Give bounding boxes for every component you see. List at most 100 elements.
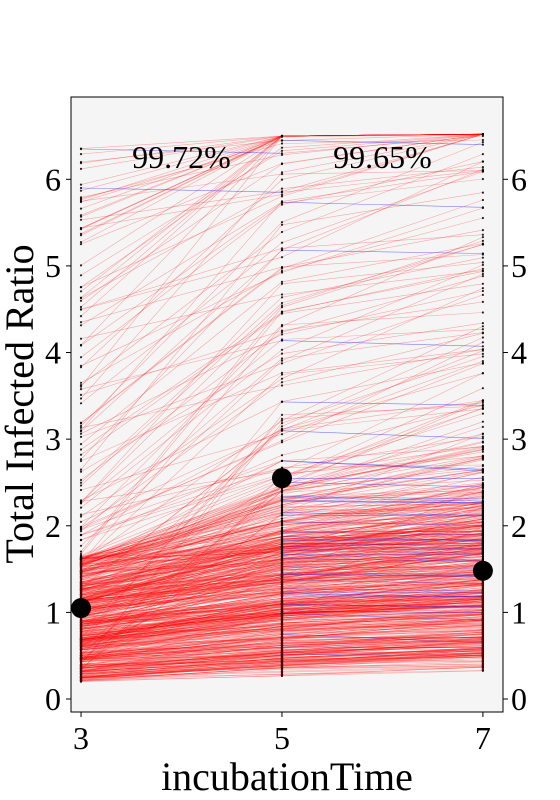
sample-line	[80, 583, 283, 624]
sample-line	[80, 559, 283, 586]
sample-line	[80, 554, 283, 587]
sample-line	[80, 512, 283, 557]
sample-point	[79, 539, 83, 542]
sample-line	[80, 135, 283, 216]
sample-line	[80, 616, 283, 644]
sample-point	[481, 216, 484, 220]
sample-line	[281, 531, 483, 542]
sample-line	[80, 640, 283, 661]
sample-line	[80, 529, 283, 560]
sample-point	[280, 153, 284, 156]
sample-line	[281, 648, 483, 663]
sample-line	[80, 588, 283, 627]
sample-line	[80, 551, 283, 596]
sample-line	[281, 350, 484, 431]
y-tick-label-left: 2	[45, 508, 61, 544]
sample-line	[80, 652, 283, 673]
sample-line	[80, 584, 283, 617]
sample-line	[281, 487, 483, 522]
sample-line	[281, 620, 483, 640]
sample-line	[80, 600, 283, 621]
sample-line	[281, 502, 483, 508]
sample-line	[80, 521, 283, 572]
sample-line	[80, 617, 283, 628]
sample-line	[281, 544, 483, 569]
sample-line	[80, 612, 283, 644]
sample-line	[80, 378, 283, 517]
sample-line	[80, 579, 283, 592]
sample-line	[281, 472, 483, 513]
sample-line	[281, 133, 483, 137]
sample-point	[280, 425, 284, 428]
sample-line	[80, 163, 283, 302]
sample-line	[281, 540, 483, 545]
sample-line	[80, 492, 283, 564]
sample-line	[80, 574, 283, 609]
sample-line	[80, 635, 283, 654]
sample-line	[80, 613, 283, 643]
sample-line	[80, 618, 283, 644]
sample-line	[281, 641, 483, 656]
sample-line	[80, 546, 283, 582]
sample-line	[80, 334, 283, 434]
sample-line	[281, 630, 483, 638]
sample-line	[281, 133, 483, 137]
sample-line	[281, 644, 483, 653]
sample-line	[80, 562, 283, 609]
sample-line	[80, 135, 283, 164]
sample-line	[281, 446, 483, 462]
sample-line	[281, 636, 483, 643]
sample-point	[481, 505, 484, 509]
sample-line	[281, 627, 483, 638]
sample-line	[281, 512, 483, 546]
sample-line	[80, 163, 283, 245]
sample-line	[281, 533, 483, 563]
sample-point	[280, 500, 284, 503]
sample-line	[80, 221, 283, 427]
sample-line	[281, 526, 483, 535]
axis-ticks: 0 01 12 23 34 45 56 63 5 7	[45, 161, 527, 756]
sample-point	[280, 417, 284, 420]
sample-point	[280, 381, 284, 384]
sample-line	[281, 552, 483, 583]
sample-line	[80, 638, 283, 658]
sample-line	[80, 135, 283, 298]
sample-line	[80, 667, 283, 680]
sample-line	[281, 340, 483, 347]
sample-point	[280, 371, 284, 374]
sample-line	[80, 591, 283, 610]
sample-line	[80, 353, 283, 472]
sample-line	[80, 589, 283, 625]
sample-line	[80, 475, 283, 557]
sample-line	[80, 593, 283, 628]
sample-line	[281, 493, 483, 532]
sample-line	[80, 655, 283, 666]
mean-marker	[71, 598, 92, 619]
sample-line	[80, 608, 283, 641]
sample-point	[280, 333, 284, 336]
sample-line	[80, 603, 283, 624]
sample-line	[80, 604, 283, 621]
sample-line	[281, 543, 483, 579]
sample-line	[281, 504, 483, 545]
sample-line	[80, 649, 283, 671]
sample-line	[281, 549, 483, 577]
sample-line	[80, 595, 283, 632]
sample-line	[80, 659, 283, 667]
sample-line	[80, 363, 283, 438]
sample-point	[280, 377, 284, 380]
sample-line	[281, 550, 483, 579]
sample-point	[481, 518, 484, 521]
sample-line	[80, 644, 283, 669]
sample-line	[281, 460, 483, 472]
sample-line	[80, 581, 283, 611]
sample-line	[281, 645, 483, 654]
sample-line	[80, 483, 283, 670]
sample-line	[281, 507, 483, 548]
sample-line	[281, 525, 483, 554]
sample-line	[281, 578, 483, 587]
sample-point	[79, 552, 83, 556]
sample-line	[281, 576, 483, 579]
sample-line	[281, 476, 483, 524]
sample-point	[481, 479, 484, 482]
